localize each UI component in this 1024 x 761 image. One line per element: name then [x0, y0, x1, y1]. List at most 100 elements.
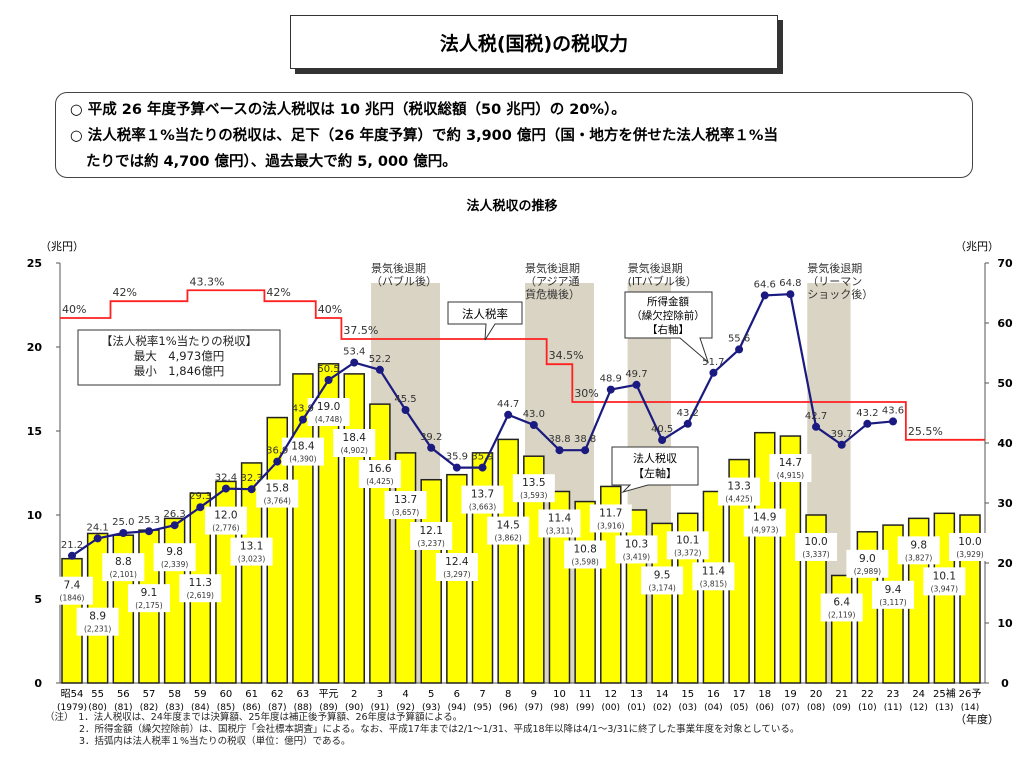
bullet-2: ○ 法人税率１%当たりの税収は、足下（26 年度予算）で約 3,900 億円（国…: [70, 128, 778, 144]
bar-per1pct-label: (3,827): [905, 553, 932, 562]
page-title: 法人税(国税)の税収力: [290, 15, 778, 69]
tax-rate-label: 42%: [112, 286, 136, 299]
bar-label-bg: [820, 593, 863, 622]
x-tick-sublabel: (94): [448, 703, 466, 713]
x-tick-sublabel: (99): [576, 703, 594, 713]
income-point: [119, 529, 128, 537]
bar-label-bg: [769, 454, 812, 483]
income-point: [863, 419, 872, 428]
income-value-label: 25.3: [138, 515, 160, 526]
bar-per1pct-label: (3,117): [879, 598, 906, 607]
x-tick-sublabel: (13): [935, 703, 953, 713]
bar-value-label: 13.7: [394, 494, 417, 506]
x-tick-label: 20: [810, 689, 823, 700]
bar-label-bg: [410, 522, 453, 550]
income-callout-line: 【右軸】: [647, 323, 689, 336]
x-tick-sublabel: (86): [242, 703, 260, 713]
x-tick-label: 8: [505, 689, 511, 700]
bar-per1pct-label: (3,372): [674, 548, 701, 557]
income-point: [786, 290, 795, 299]
bar-per1pct-label: (3,297): [443, 570, 470, 579]
income-value-label: 36.9: [266, 446, 288, 457]
x-tick-label: 5: [428, 689, 434, 700]
income-point: [812, 422, 821, 431]
bar-value-label: 9.8: [910, 539, 927, 551]
income-value-label: 25.0: [112, 517, 134, 528]
bar-label-bg: [76, 607, 119, 636]
right-axis-unit: （兆円）: [955, 240, 999, 253]
tax-rate-callout: [447, 301, 523, 341]
recession-label: 景気後退期: [371, 261, 426, 275]
x-tick-sublabel: (82): [140, 703, 158, 713]
left-tick-label: 15: [27, 425, 42, 438]
income-point: [221, 484, 230, 493]
income-callout-line: 所得金額: [647, 295, 689, 308]
x-tick-label: 14: [656, 689, 669, 700]
bar-per1pct-label: (3,657): [392, 508, 419, 517]
info-box-line: 最小 1,846億円: [134, 364, 224, 378]
bar-label-bg: [435, 553, 478, 581]
x-tick-sublabel: (06): [756, 703, 774, 713]
income-value-label: 42.7: [805, 411, 827, 422]
x-tick-sublabel: (81): [114, 703, 132, 713]
x-tick-label: 55: [91, 689, 104, 700]
bar-value-label: 12.0: [214, 510, 237, 522]
income-point: [144, 527, 153, 536]
tax-rate-label: 34.5%: [549, 349, 584, 362]
x-tick-sublabel: (12): [909, 703, 927, 713]
bar-value-label: 6.4: [833, 596, 850, 608]
chart-title: 法人税収の推移: [466, 199, 558, 214]
x-tick-sublabel: (84): [191, 703, 209, 713]
bar-value-label: 10.1: [676, 534, 699, 546]
left-tick-label: 10: [27, 509, 43, 522]
income-point: [452, 463, 461, 472]
income-point: [401, 406, 410, 414]
bar-label-bg: [897, 536, 940, 565]
note-1: （注） 1．法人税収は、24年度までは決算額、25年度は補正後予算額、26年度は…: [45, 712, 463, 723]
bar-label-bg: [256, 479, 299, 508]
bar-per1pct-label: (3,419): [623, 552, 650, 561]
income-point: [350, 358, 359, 367]
income-value-label: 43.2: [856, 408, 878, 419]
income-value-label: 43.6: [882, 405, 904, 416]
bar-value-label: 13.7: [471, 489, 494, 501]
x-tick-sublabel: (14): [961, 703, 979, 713]
income-point: [247, 485, 256, 494]
footnotes: （注） 1．法人税収は、24年度までは決算額、25年度は補正後予算額、26年度は…: [45, 712, 945, 748]
income-value-label: 29.3: [189, 491, 211, 502]
income-value-label: 43.0: [523, 409, 545, 420]
bar-value-label: 13.1: [240, 541, 263, 553]
bar-value-label: 14.5: [496, 520, 519, 532]
bar-value-label: 7.4: [64, 580, 81, 592]
bar-label-bg: [692, 562, 735, 591]
bar-per1pct-label: (1846): [60, 594, 85, 603]
income-point: [298, 415, 307, 424]
x-tick-label: 63: [297, 689, 310, 700]
x-tick-sublabel: (00): [602, 703, 620, 713]
x-tick-sublabel: (95): [473, 703, 491, 713]
bar-value-label: 19.0: [317, 401, 340, 413]
income-point: [529, 421, 538, 429]
x-tick-sublabel: (80): [88, 703, 106, 713]
bar-value-label: 12.4: [445, 556, 469, 568]
x-tick-label: 昭54: [61, 688, 84, 700]
bar-label-bg: [564, 540, 607, 569]
x-tick-sublabel: (11): [884, 703, 902, 713]
bar-per1pct-label: (3,023): [238, 555, 265, 564]
bar-label-bg: [461, 485, 504, 514]
bar-per1pct-label: (4,425): [725, 495, 752, 504]
tax-rate-label: 40%: [318, 303, 342, 316]
right-tick-label: 0: [1001, 677, 1009, 690]
right-tick-label: 50: [997, 377, 1013, 390]
tax-rate-label: 42%: [266, 286, 290, 299]
x-tick-label: 26予: [959, 688, 982, 700]
income-point: [735, 345, 744, 354]
x-tick-sublabel: (10): [858, 703, 876, 713]
bar-value-label: 11.7: [599, 507, 622, 519]
x-tick-label: 6: [454, 689, 460, 700]
x-tick-label: 59: [194, 689, 207, 700]
bullet-2-cont: たりでは約 4,700 億円）、過去最大で約 5, 000 億円。: [86, 154, 457, 170]
x-tick-sublabel: (08): [807, 703, 825, 713]
income-point: [273, 457, 282, 466]
